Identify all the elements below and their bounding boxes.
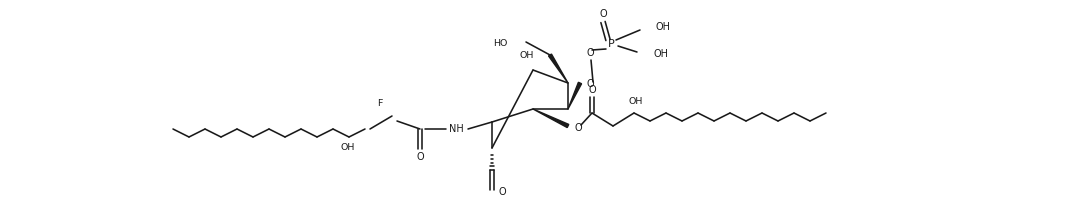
- Text: NH: NH: [449, 124, 463, 134]
- Text: O: O: [599, 9, 607, 19]
- Text: OH: OH: [654, 49, 668, 59]
- Text: O: O: [586, 79, 594, 89]
- Text: HO: HO: [493, 40, 509, 49]
- Text: O: O: [589, 85, 596, 95]
- Text: O: O: [417, 152, 424, 162]
- Polygon shape: [549, 54, 568, 83]
- Text: O: O: [586, 48, 594, 58]
- Text: OH: OH: [656, 22, 671, 32]
- Polygon shape: [533, 109, 569, 128]
- Text: O: O: [498, 187, 505, 197]
- Text: OH: OH: [341, 143, 355, 152]
- Text: P: P: [608, 39, 615, 49]
- Text: OH: OH: [519, 51, 535, 60]
- Text: OH: OH: [629, 97, 643, 105]
- Polygon shape: [568, 82, 582, 109]
- Text: O: O: [575, 123, 582, 133]
- Text: F: F: [378, 98, 383, 108]
